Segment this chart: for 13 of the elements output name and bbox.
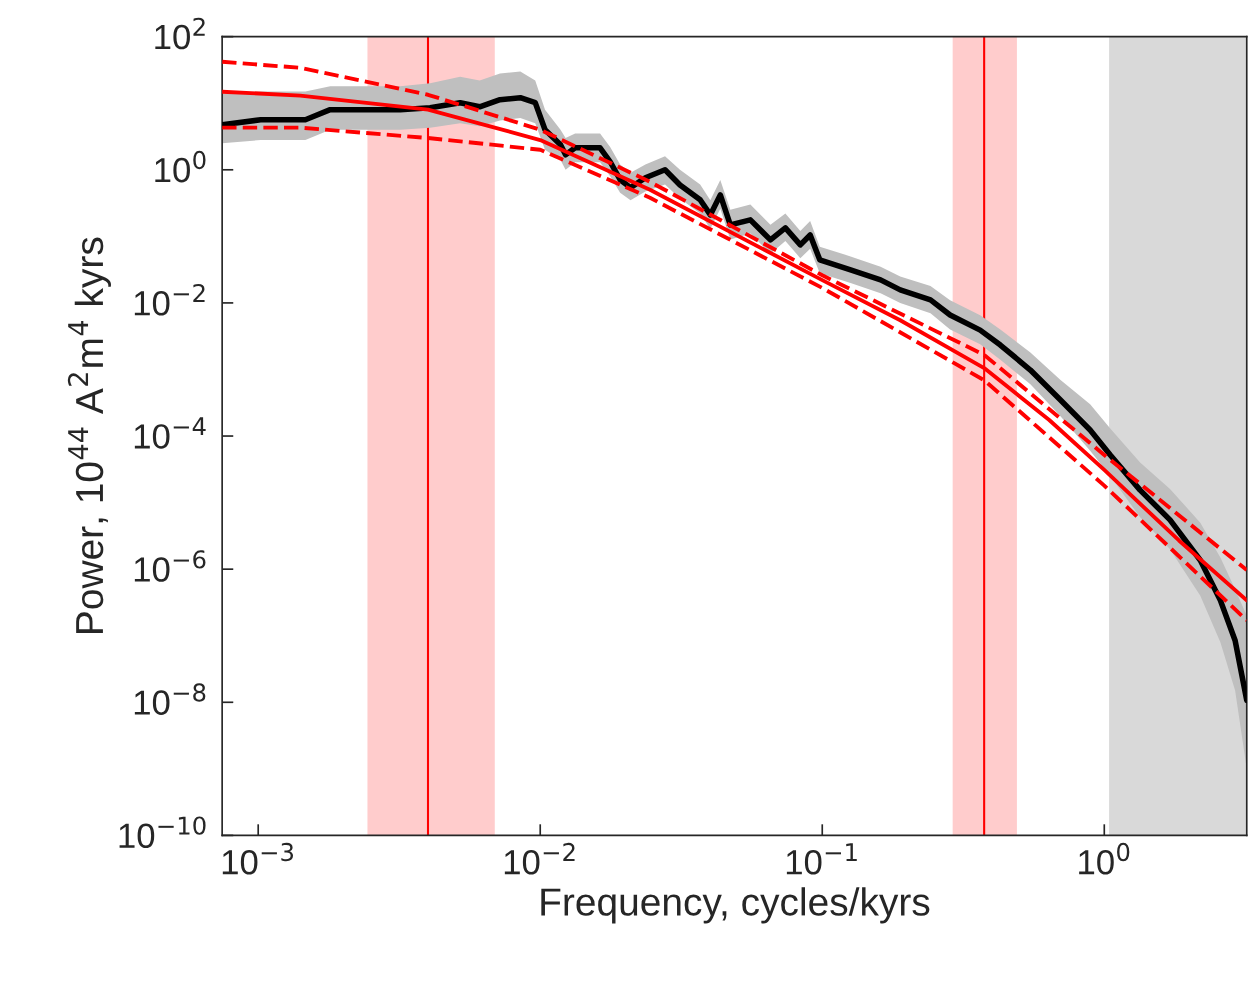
x-tick-label: 10$^{−3}$ bbox=[222, 842, 294, 875]
y-tick-label: 10$^{−4}$ bbox=[134, 417, 206, 449]
x-tick-label: 10$^{−2}$ bbox=[504, 842, 575, 875]
x-tick-label: 10$^{0}$ bbox=[1079, 842, 1130, 875]
x-tick-label: 10$^{−1}$ bbox=[786, 843, 857, 875]
y-tick-label: 10$^{−6}$ bbox=[134, 550, 206, 582]
y-tick-label: 10$^{−2}$ bbox=[134, 283, 205, 316]
y-tick-label: 10$^{0}$ bbox=[155, 150, 206, 183]
y-tick-label: 10$^{−8}$ bbox=[134, 683, 206, 715]
y-tick-label: 10$^{2}$ bbox=[155, 17, 205, 50]
x-axis-title: Frequency, cycles/kyrs bbox=[541, 887, 930, 924]
y-tick-label: 10$^{−10}$ bbox=[119, 816, 206, 849]
y-axis-title: Power, 10$^{44}$ A$^{2}$m$^{4}$ kyrs bbox=[67, 237, 111, 633]
